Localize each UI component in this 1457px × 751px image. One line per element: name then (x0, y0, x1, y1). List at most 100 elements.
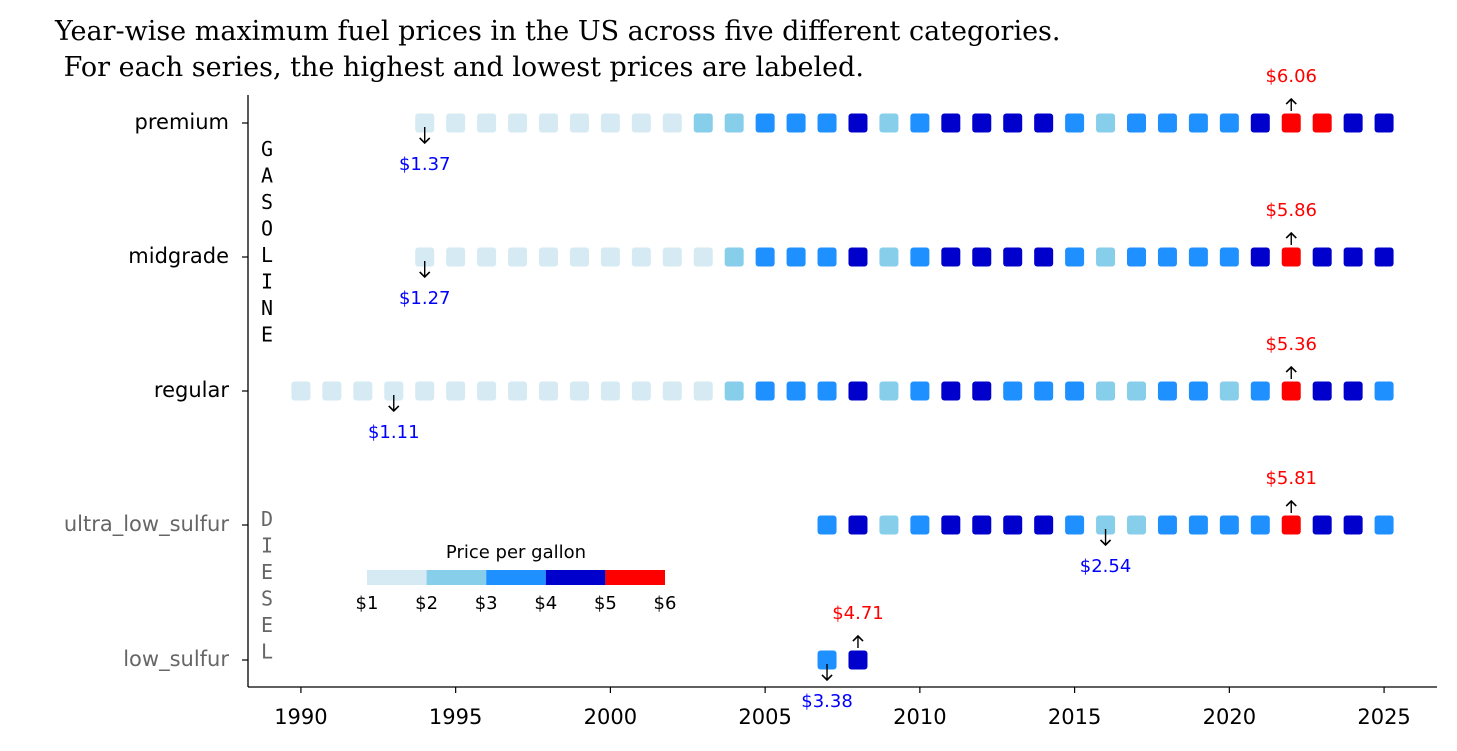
tile (724, 247, 744, 267)
value-label: $6.06 (1265, 66, 1317, 87)
tile (1281, 515, 1301, 535)
tile (910, 515, 930, 535)
tile (1188, 247, 1208, 267)
legend-swatch (486, 570, 546, 585)
tile (1127, 113, 1147, 133)
y-tick-label: regular (154, 378, 229, 402)
tile (477, 113, 497, 133)
value-label: $1.27 (399, 288, 451, 309)
tile (1219, 247, 1239, 267)
tile (631, 381, 651, 401)
x-tick-label: 2020 (1203, 705, 1256, 729)
legend-tick-label: $2 (415, 593, 438, 614)
x-tick-label: 2015 (1048, 705, 1101, 729)
tile (879, 381, 899, 401)
y-tick-label: premium (135, 110, 229, 134)
tile (1312, 381, 1332, 401)
tile (1219, 113, 1239, 133)
value-label: $2.54 (1080, 556, 1132, 577)
tile (693, 381, 713, 401)
tile (910, 247, 930, 267)
tile (1374, 247, 1394, 267)
tile (693, 113, 713, 133)
legend-tick-label: $3 (475, 593, 498, 614)
tile (848, 247, 868, 267)
tile (1343, 381, 1363, 401)
tile (848, 650, 868, 670)
tile (1034, 381, 1054, 401)
tile (755, 247, 775, 267)
tile (1281, 381, 1301, 401)
tile (786, 247, 806, 267)
tile (631, 247, 651, 267)
legend-tick-label: $4 (534, 593, 557, 614)
tile (1312, 515, 1332, 535)
value-label: $4.71 (832, 603, 884, 624)
tile (724, 381, 744, 401)
x-tick-label: 1990 (274, 705, 327, 729)
tile (941, 515, 961, 535)
legend-title: Price per gallon (446, 542, 586, 563)
legend-swatch (545, 570, 606, 585)
tile (569, 381, 589, 401)
y-tick-label: midgrade (128, 244, 229, 268)
legend-swatch (426, 570, 487, 585)
tile (1219, 515, 1239, 535)
tile (1003, 247, 1023, 267)
tile (1096, 113, 1116, 133)
tile (941, 381, 961, 401)
tile (291, 381, 311, 401)
tile (786, 381, 806, 401)
legend-swatch (605, 570, 665, 585)
tile (1343, 113, 1363, 133)
tile (508, 113, 528, 133)
value-label: $5.86 (1265, 200, 1317, 221)
tile (1312, 247, 1332, 267)
tile (322, 381, 342, 401)
value-label: $5.81 (1265, 468, 1317, 489)
value-label: $1.37 (399, 154, 451, 175)
tile (600, 113, 620, 133)
x-tick-label: 2005 (738, 705, 791, 729)
x-tick-label: 1995 (429, 705, 482, 729)
tile (569, 113, 589, 133)
tile (1034, 515, 1054, 535)
tile (1343, 515, 1363, 535)
chart-title: Year-wise maximum fuel prices in the US … (55, 16, 1061, 83)
legend-swatch (367, 570, 427, 585)
tile (848, 515, 868, 535)
tile (1065, 515, 1085, 535)
tile (910, 381, 930, 401)
tile (817, 381, 837, 401)
tile (353, 381, 373, 401)
tile (662, 247, 682, 267)
value-label: $5.36 (1265, 334, 1317, 355)
tile (538, 247, 558, 267)
y-tick-label: ultra_low_sulfur (64, 512, 230, 537)
tile (786, 113, 806, 133)
tile (755, 113, 775, 133)
tile (662, 113, 682, 133)
tile (972, 515, 992, 535)
tile (1157, 113, 1177, 133)
tile (538, 381, 558, 401)
legend-tick-label: $1 (356, 593, 379, 614)
tile (1003, 381, 1023, 401)
tile (1219, 381, 1239, 401)
tile (817, 247, 837, 267)
tile (1096, 247, 1116, 267)
tile (941, 247, 961, 267)
tile (1065, 247, 1085, 267)
value-label: $3.38 (801, 691, 853, 712)
tile (1096, 515, 1116, 535)
tile (1250, 381, 1270, 401)
tile (415, 113, 435, 133)
tile (755, 381, 775, 401)
value-label: $1.11 (368, 422, 420, 443)
tile (848, 381, 868, 401)
tile (693, 247, 713, 267)
tile (384, 381, 404, 401)
tile (1374, 113, 1394, 133)
tile (631, 113, 651, 133)
tile (848, 113, 868, 133)
